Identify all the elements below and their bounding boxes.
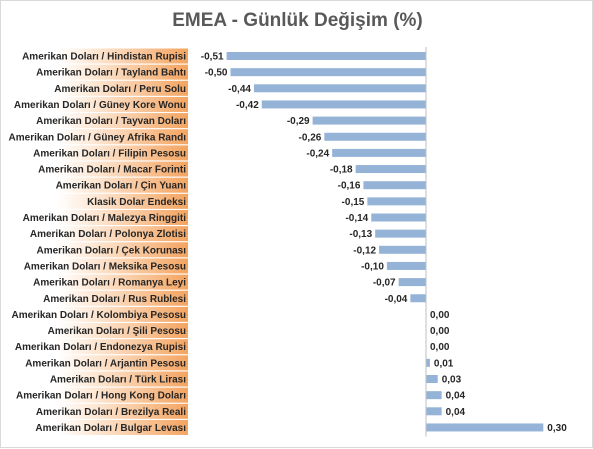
- bar: [386, 261, 426, 270]
- category-label: Amerikan Doları / Endonezya Rupisi: [15, 342, 186, 353]
- data-label: -0,29: [287, 116, 310, 127]
- bar: [426, 375, 438, 383]
- data-label: -0,15: [342, 197, 365, 208]
- data-label: 0,00: [430, 342, 450, 353]
- category-label-bg: [57, 306, 188, 322]
- bar: [426, 391, 442, 400]
- bar: [253, 84, 426, 93]
- data-label: -0,24: [306, 148, 329, 159]
- category-label-bg: [57, 113, 188, 129]
- labels: Amerikan Doları / Hindistan Rupisi -0,51 A…: [9, 52, 568, 434]
- category-label-bg: [57, 226, 188, 242]
- category-label-bg: [57, 274, 188, 290]
- category-label-bg: [57, 145, 188, 161]
- bar: [363, 181, 426, 190]
- data-label: -0,10: [361, 261, 384, 272]
- category-label-bg: [57, 387, 188, 403]
- category-label: Amerikan Doları / Hindistan Rupisi: [22, 52, 186, 63]
- data-label: 0,00: [430, 310, 450, 321]
- category-label-bg: [57, 210, 188, 225]
- bar: [312, 116, 426, 125]
- category-label-bg: [57, 419, 188, 435]
- category-label-bg: [57, 48, 188, 64]
- data-label: -0,14: [345, 213, 368, 224]
- category-label: Amerikan Doları / Brezilya Reali: [36, 407, 186, 418]
- category-label: Amerikan Doları / Hong Kong Doları: [16, 391, 186, 402]
- bar: [426, 358, 430, 367]
- data-label: -0,26: [299, 132, 322, 143]
- category-label: Amerikan Doları / Malezya Ringgiti: [23, 213, 187, 224]
- bar: [332, 148, 426, 157]
- bar: [355, 165, 426, 174]
- category-label: Amerikan Doları / Filipin Pesosu: [33, 148, 186, 159]
- category-label-bg: [57, 96, 188, 112]
- category-label: Amerikan Doları / Türk Lirası: [50, 375, 186, 386]
- category-label-bg: [57, 323, 188, 339]
- category-label: Amerikan Doları / Tayvan Doları: [36, 116, 186, 127]
- bar: [426, 407, 442, 416]
- category-label: Amerikan Doları / Arjantin Pesosu: [25, 358, 186, 369]
- category-label: Amerikan Doları / Şili Pesosu: [48, 326, 186, 337]
- data-label: -0,18: [330, 165, 353, 176]
- category-label-bg: [57, 355, 188, 371]
- bar: [426, 423, 544, 432]
- bar: [398, 278, 426, 287]
- bar: [367, 197, 426, 206]
- category-label: Klasik Dolar Endeksi: [87, 197, 186, 208]
- category-label: Amerikan Doları / Bulgar Levası: [35, 423, 186, 434]
- chart-title: EMEA - Günlük Değişim (%): [172, 10, 423, 31]
- bar: [371, 213, 426, 222]
- category-label-backgrounds: [57, 48, 188, 435]
- category-label: Amerikan Doları / Peru Solu: [54, 84, 186, 95]
- bar: [324, 132, 426, 141]
- data-label: 0,03: [442, 375, 462, 386]
- category-label-bg: [57, 258, 188, 274]
- category-label-bg: [57, 64, 188, 80]
- data-label: -0,50: [205, 68, 228, 79]
- data-label: -0,51: [201, 52, 224, 63]
- bar: [226, 52, 426, 60]
- bar: [379, 245, 426, 254]
- category-label-bg: [57, 339, 188, 355]
- category-label-bg: [57, 161, 188, 177]
- category-label: Amerikan Doları / Çek Korunası: [37, 245, 187, 256]
- data-label: 0,00: [430, 326, 450, 337]
- category-label-bg: [57, 290, 188, 306]
- category-label: Amerikan Doları / Kolombiya Pesosu: [12, 310, 187, 321]
- bar: [230, 68, 426, 77]
- category-label: Amerikan Doları / Meksika Pesosu: [24, 261, 186, 272]
- category-label-bg: [57, 403, 188, 419]
- category-label: Amerikan Doları / Romanya Leyi: [33, 278, 186, 289]
- category-label: Amerikan Doları / Macar Forinti: [38, 165, 186, 176]
- data-label: -0,44: [228, 84, 251, 95]
- data-label: -0,13: [349, 229, 372, 240]
- category-label-bg: [57, 129, 188, 145]
- category-label-bg: [57, 80, 188, 96]
- bar: [261, 100, 426, 109]
- bar: [375, 229, 426, 238]
- category-label-bg: [57, 193, 188, 209]
- bar: [410, 294, 426, 303]
- data-label: -0,12: [353, 245, 376, 256]
- data-label: 0,01: [434, 358, 454, 369]
- category-label: Amerikan Doları / Güney Kore Wonu: [14, 100, 186, 111]
- category-label-bg: [57, 371, 188, 387]
- data-label: 0,04: [446, 391, 466, 402]
- data-label: -0,07: [373, 278, 396, 289]
- data-label: 0,04: [446, 407, 466, 418]
- category-label: Amerikan Doları / Tayland Bahtı: [36, 68, 186, 79]
- category-label: Amerikan Doları / Rus Rublesi: [43, 294, 186, 305]
- category-label-bg: [57, 242, 188, 258]
- data-label: -0,04: [385, 294, 408, 305]
- bars: [226, 52, 544, 432]
- category-label: Amerikan Doları / Çin Yuanı: [56, 181, 187, 192]
- data-label: -0,42: [236, 100, 259, 111]
- category-label: Amerikan Doları / Polonya Zlotisi: [30, 229, 186, 240]
- category-label-bg: [57, 177, 188, 193]
- data-label: -0,16: [338, 181, 361, 192]
- category-label: Amerikan Doları / Güney Afrika Randı: [9, 132, 187, 143]
- data-label: 0,30: [547, 423, 567, 434]
